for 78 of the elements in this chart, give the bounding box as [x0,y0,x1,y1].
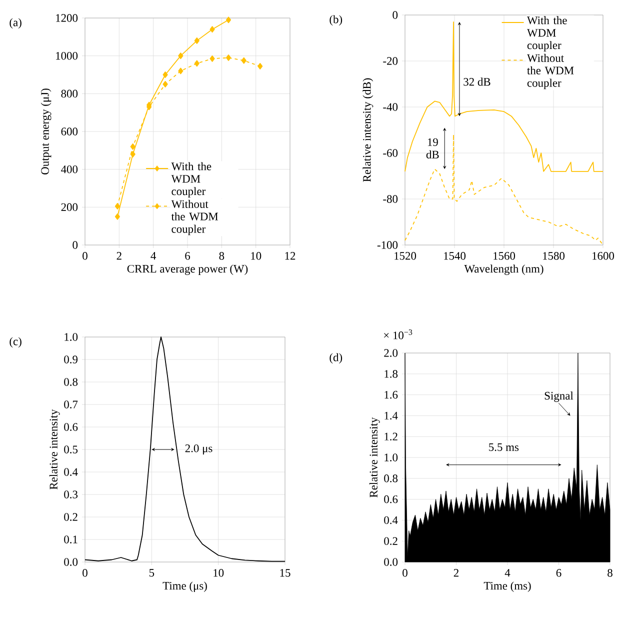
y-tick-label: 800 [61,90,78,98]
y-tick-label: 400 [61,165,78,174]
x-tick-label: 0 [82,569,88,577]
x-tick-label: 15 [280,569,290,577]
y-tick-label: 0.2 [384,537,398,545]
x-tick-label: 1540 [444,252,466,260]
x-axis-title: CRRL average power (W) [127,264,248,275]
y-tick-label: 1.0 [384,454,398,462]
annotation: 5.5 ms [489,443,519,452]
y-tick-label: 0.2 [64,513,78,521]
y-tick-label: 0.9 [64,356,78,364]
y-tick-label: 1000 [56,52,78,60]
y-tick-label: 0.6 [64,423,78,431]
legend-label: With the WDM coupler [171,162,212,198]
y-tick-label: 0.8 [384,474,398,482]
x-tick-label: 5 [149,569,154,577]
y-tick-label: -100 [377,241,398,249]
y-tick-label: 1.0 [64,333,78,341]
x-tick-label: 10 [214,569,224,577]
legend-label: With the WDM coupler [527,16,567,52]
y-tick-label: 1.2 [384,432,398,440]
x-tick-label: 1600 [592,252,614,260]
y-axis-title: Output energy (μJ) [40,88,52,174]
y-axis-title: Relative intensity (dB) [362,78,374,182]
x-tick-label: 0 [82,252,88,260]
y-tick-label: 0.0 [384,558,398,566]
y-tick-label: 1200 [56,14,78,22]
y-tick-label: 1.4 [384,412,398,420]
chart-title: (d) [330,353,342,364]
y-tick-label: 600 [61,128,78,136]
y-tick-label: -40 [383,103,398,111]
x-tick-label: 4 [504,569,510,577]
x-tick-label: 8 [608,569,612,577]
x-tick-label: 1560 [494,252,516,260]
y-axis-title: Relative intensity [49,409,60,490]
x-tick-label: 2 [454,569,458,577]
y-tick-label: -80 [383,195,398,203]
x-tick-label: 1580 [543,252,565,260]
y-tick-label: -60 [383,149,398,157]
y-tick-label: 0.5 [64,446,78,454]
annotation: Signal [544,392,574,402]
y-tick-label: 2.0 [384,349,398,357]
annotation: 2.0 μs [185,444,212,455]
y-tick-label: 0.6 [384,495,398,504]
x-tick-label: 6 [185,252,190,260]
x-axis-title: Time (μs) [162,582,207,592]
chart-title: (c) [10,337,22,348]
x-tick-label: 12 [285,252,296,260]
annotation: 32 dB [464,78,490,86]
chart-title: (b) [330,15,342,26]
y-tick-label: 0.0 [64,558,78,566]
x-tick-label: 8 [219,252,224,260]
x-axis-title: Time (ms) [484,582,531,592]
y-tick-label: 1.8 [384,370,398,378]
y-tick-label: 1.6 [384,390,398,399]
chart-title: (a) [10,18,22,29]
y-tick-label: 0.4 [64,468,78,476]
y-axis-title: Relative intensity [369,417,380,498]
y-tick-label: 0.4 [384,516,398,524]
y-tick-label: 0 [392,11,398,19]
x-tick-label: 10 [251,252,262,260]
legend-label: Without the WDM coupler [527,54,574,90]
y-tick-label: 0.7 [64,400,78,408]
y-tick-label: 200 [61,203,78,212]
y-tick-label: 0.3 [64,490,78,498]
x-tick-label: 4 [150,252,156,260]
x-axis-title: Wavelength (nm) [464,264,544,275]
x-tick-label: 2 [116,252,122,260]
y-tick-label: -20 [383,57,398,65]
y-tick-label: 0.8 [64,378,78,386]
text: × 10$^{−3}$ [384,330,412,340]
x-tick-label: 0 [402,569,408,577]
annotation: 19 dB [426,138,439,158]
x-tick-label: 1520 [394,252,416,260]
legend-label: Without the WDM coupler [171,200,218,236]
y-tick-label: 0 [72,241,78,249]
x-tick-label: 6 [556,569,562,577]
y-tick-label: 0.1 [64,536,78,544]
